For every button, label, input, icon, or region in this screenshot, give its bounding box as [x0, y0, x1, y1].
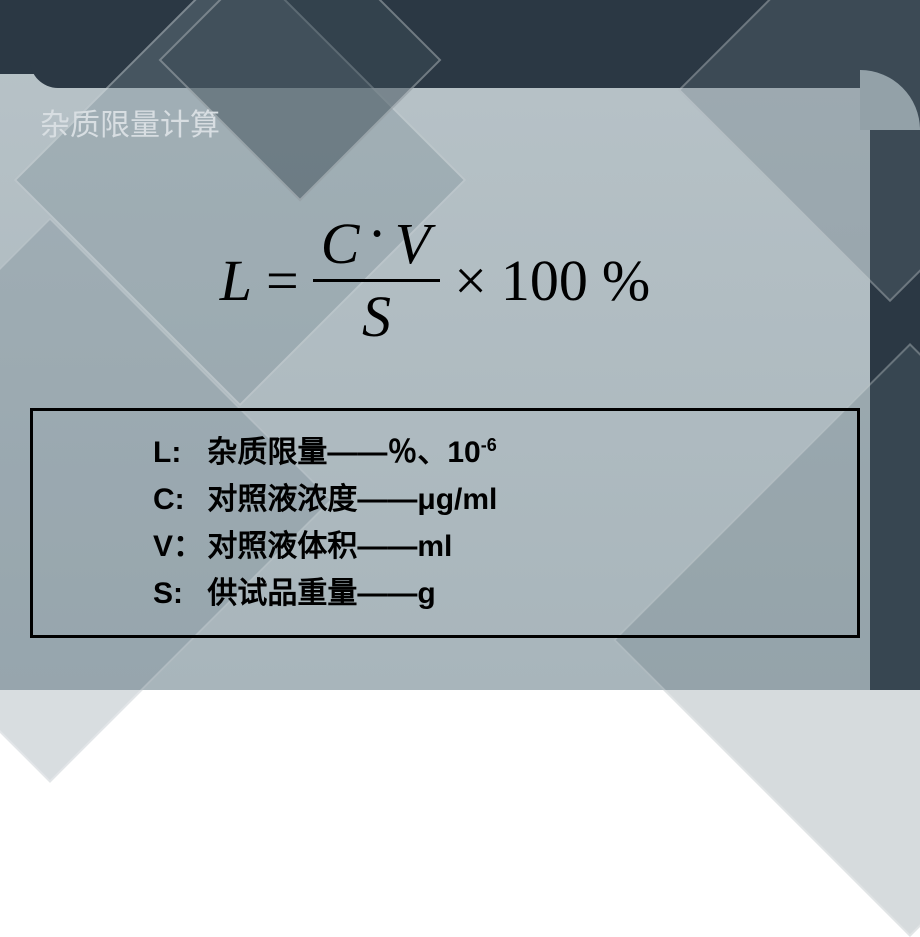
- header-band: [0, 0, 920, 74]
- legend-row-v: V： 对照液体积——ml: [153, 524, 837, 569]
- formula-hundred: 100: [501, 247, 588, 314]
- legend-l-sup: -6: [481, 435, 497, 455]
- formula-num-v: V: [395, 211, 432, 276]
- legend-s-symbol: S:: [153, 571, 199, 616]
- slide: 杂质限量计算 L = C·V S × 100% L: 杂质限量——％、10-6 …: [0, 0, 920, 690]
- legend-row-s: S: 供试品重量——g: [153, 571, 837, 616]
- formula-multiply: ×: [454, 247, 487, 314]
- legend-s-text: 供试品重量——g: [207, 577, 435, 610]
- formula-lhs: L: [220, 247, 252, 314]
- legend-v-symbol: V：: [153, 524, 199, 569]
- formula-num-c: C: [321, 211, 362, 276]
- legend-c-text: 对照液浓度——μg/ml: [207, 483, 497, 516]
- legend-row-c: C: 对照液浓度——μg/ml: [153, 477, 837, 522]
- formula-fraction: C·V S: [313, 215, 440, 346]
- slide-title: 杂质限量计算: [40, 100, 220, 144]
- legend-v-text: 对照液体积——ml: [207, 530, 452, 563]
- legend-l-symbol: L:: [153, 430, 199, 475]
- formula-area: L = C·V S × 100%: [0, 180, 870, 380]
- formula-num-dot: ·: [361, 201, 394, 266]
- formula: L = C·V S × 100%: [220, 215, 650, 346]
- formula-denominator: S: [362, 282, 391, 346]
- right-sidebar-shape: [870, 70, 920, 690]
- legend-row-l: L: 杂质限量——％、10-6: [153, 430, 837, 475]
- legend-box: L: 杂质限量——％、10-6 C: 对照液浓度——μg/ml V： 对照液体积…: [30, 408, 860, 638]
- formula-numerator: C·V: [313, 215, 440, 279]
- formula-equals: =: [266, 247, 299, 314]
- legend-c-symbol: C:: [153, 477, 199, 522]
- formula-percent: %: [602, 247, 650, 314]
- legend-l-text: 杂质限量——％、10: [207, 436, 480, 469]
